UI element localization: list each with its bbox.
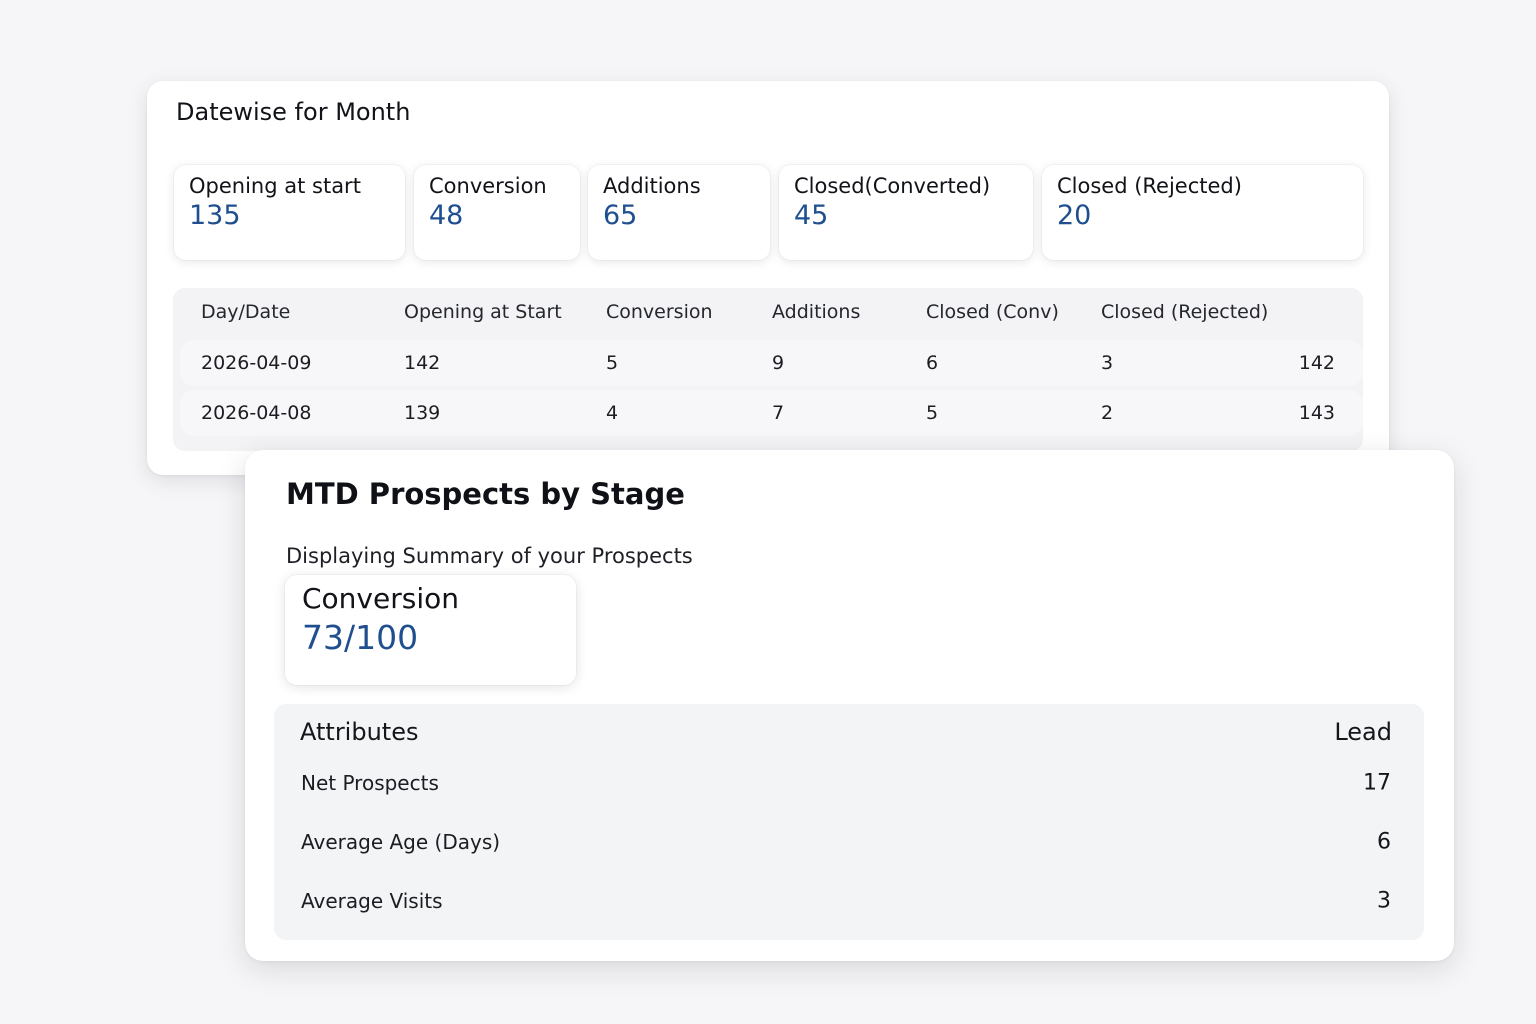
kpi-value: 20 bbox=[1057, 200, 1092, 231]
cell-closed-conv: 6 bbox=[926, 352, 939, 374]
kpi-conversion[interactable]: Conversion 48 bbox=[414, 165, 580, 260]
kpi-value: 48 bbox=[429, 200, 464, 231]
cell-additions: 7 bbox=[772, 402, 785, 424]
kpi-closed-converted[interactable]: Closed(Converted) 45 bbox=[779, 165, 1033, 260]
cell-conversion: 5 bbox=[606, 352, 619, 374]
mtd-title: MTD Prospects by Stage bbox=[286, 477, 685, 511]
column-header-opening[interactable]: Opening at Start bbox=[404, 301, 562, 323]
table-row[interactable]: Net Prospects 17 bbox=[274, 763, 1424, 803]
column-header-day-date[interactable]: Day/Date bbox=[201, 301, 291, 323]
attributes-table: Attributes Lead Net Prospects 17 Average… bbox=[274, 704, 1424, 940]
kpi-label: Closed(Converted) bbox=[794, 174, 991, 198]
kpi-label: Closed (Rejected) bbox=[1057, 174, 1242, 198]
mtd-subtitle: Displaying Summary of your Prospects bbox=[286, 544, 693, 568]
kpi-value: 65 bbox=[603, 200, 638, 231]
cell-opening: 142 bbox=[404, 352, 441, 374]
mtd-prospects-card: MTD Prospects by Stage Displaying Summar… bbox=[245, 450, 1454, 961]
table-header-row: Day/Date Opening at Start Conversion Add… bbox=[173, 288, 1363, 336]
table-row[interactable]: 2026-04-08 139 4 7 5 2 143 bbox=[180, 390, 1363, 436]
table-row[interactable]: Average Age (Days) 6 bbox=[274, 822, 1424, 862]
cell-closed-rejected: 3 bbox=[1101, 352, 1114, 374]
conversion-summary-card[interactable]: Conversion 73/100 bbox=[285, 575, 576, 685]
cell-conversion: 4 bbox=[606, 402, 619, 424]
cell-closed-conv: 5 bbox=[926, 402, 939, 424]
attribute-label: Average Age (Days) bbox=[301, 830, 501, 854]
kpi-closed-rejected[interactable]: Closed (Rejected) 20 bbox=[1042, 165, 1363, 260]
attribute-label: Net Prospects bbox=[301, 771, 439, 795]
attribute-value: 3 bbox=[1377, 888, 1391, 914]
kpi-label: Conversion bbox=[429, 174, 547, 198]
table-row[interactable]: 2026-04-09 142 5 9 6 3 142 bbox=[180, 340, 1363, 386]
column-header-conversion[interactable]: Conversion bbox=[606, 301, 713, 323]
conversion-label: Conversion bbox=[302, 582, 459, 615]
column-header-closed-rejected[interactable]: Closed (Rejected) bbox=[1101, 301, 1269, 323]
cell-date: 2026-04-08 bbox=[201, 402, 312, 424]
cell-additions: 9 bbox=[772, 352, 785, 374]
cell-closed-rejected: 2 bbox=[1101, 402, 1114, 424]
table-row[interactable]: Average Visits 3 bbox=[274, 881, 1424, 921]
kpi-value: 45 bbox=[794, 200, 829, 231]
attribute-label: Average Visits bbox=[301, 889, 443, 913]
attribute-value: 17 bbox=[1363, 770, 1391, 796]
column-header-closed-conv[interactable]: Closed (Conv) bbox=[926, 301, 1059, 323]
column-header-lead: Lead bbox=[1334, 718, 1392, 746]
cell-closing: 142 bbox=[1298, 352, 1335, 374]
datewise-table: Day/Date Opening at Start Conversion Add… bbox=[173, 288, 1363, 451]
cell-closing: 143 bbox=[1298, 402, 1335, 424]
kpi-additions[interactable]: Additions 65 bbox=[588, 165, 770, 260]
column-header-attributes: Attributes bbox=[300, 718, 419, 746]
kpi-label: Additions bbox=[603, 174, 701, 198]
datewise-title: Datewise for Month bbox=[176, 98, 411, 126]
datewise-card: Datewise for Month Opening at start 135 … bbox=[147, 81, 1389, 475]
conversion-value: 73/100 bbox=[302, 618, 419, 657]
attribute-value: 6 bbox=[1377, 829, 1391, 855]
column-header-additions[interactable]: Additions bbox=[772, 301, 861, 323]
cell-date: 2026-04-09 bbox=[201, 352, 312, 374]
kpi-label: Opening at start bbox=[189, 174, 361, 198]
kpi-opening-at-start[interactable]: Opening at start 135 bbox=[174, 165, 405, 260]
cell-opening: 139 bbox=[404, 402, 441, 424]
kpi-value: 135 bbox=[189, 200, 241, 231]
